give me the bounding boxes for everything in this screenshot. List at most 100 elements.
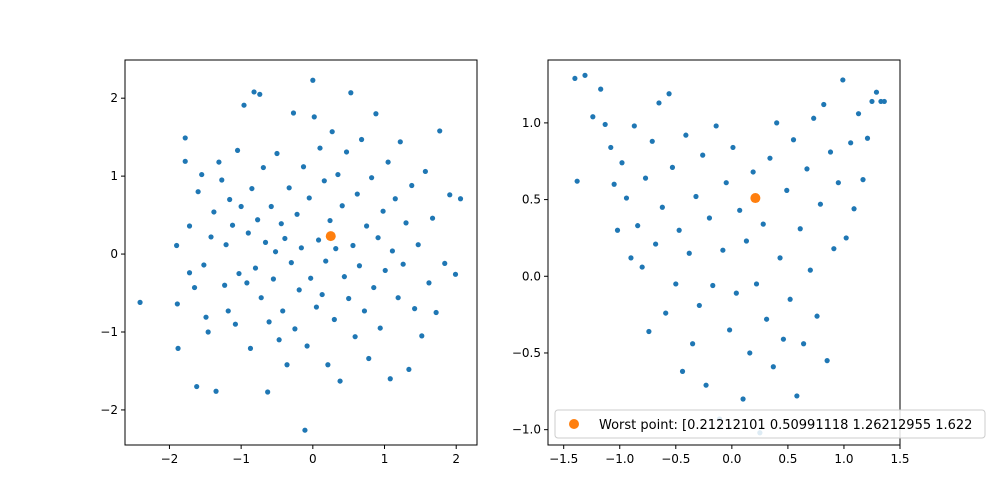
y-tick-label: 0.0 xyxy=(522,269,541,283)
x-tick-label: 0 xyxy=(309,452,317,466)
scatter-point xyxy=(642,175,649,181)
scatter-point xyxy=(422,168,428,175)
scatter-point xyxy=(753,281,760,287)
scatter-point xyxy=(225,308,231,314)
scatter-point xyxy=(186,223,193,229)
scatter-point xyxy=(339,203,345,209)
scatter-point xyxy=(222,282,228,288)
scatter-point xyxy=(790,137,797,143)
scatter-point xyxy=(201,262,207,268)
left-scatter-axes: −2 −1 0 1 2 −2 −1 0 1 2 xyxy=(100,59,478,466)
x-tick-label: −1.0 xyxy=(605,452,634,466)
scatter-point xyxy=(341,274,347,280)
scatter-point xyxy=(840,77,846,83)
scatter-point xyxy=(447,192,453,198)
scatter-point xyxy=(821,101,827,108)
scatter-point xyxy=(706,215,713,221)
scatter-point xyxy=(191,284,198,291)
scatter-point xyxy=(656,100,662,106)
scatter-point xyxy=(740,396,746,402)
scatter-point xyxy=(223,242,229,248)
scatter-point xyxy=(319,291,325,298)
scatter-point xyxy=(195,189,201,195)
scatter-point xyxy=(358,136,365,143)
scatter-point xyxy=(174,301,180,307)
x-tick-label: 0.0 xyxy=(722,452,741,466)
scatter-point xyxy=(419,333,425,339)
scatter-point xyxy=(598,86,604,92)
x-tick-label: 1 xyxy=(381,452,389,466)
scatter-point xyxy=(683,132,689,138)
scatter-point xyxy=(787,296,793,302)
scatter-point xyxy=(572,75,578,82)
scatter-point xyxy=(659,204,665,210)
worst-point-marker xyxy=(750,193,761,204)
scatter-point xyxy=(300,164,307,170)
scatter-point xyxy=(649,138,655,144)
scatter-point xyxy=(760,221,766,227)
scatter-point xyxy=(767,155,773,161)
scatter-point xyxy=(426,280,432,286)
scatter-point xyxy=(356,263,363,269)
scatter-point xyxy=(262,239,269,245)
scatter-point xyxy=(696,302,702,309)
scatter-point xyxy=(623,195,630,201)
scatter-point xyxy=(700,152,706,158)
scatter-point xyxy=(385,159,391,165)
scatter-point xyxy=(737,207,743,213)
scatter-point xyxy=(710,282,716,289)
scatter-point xyxy=(663,310,669,316)
scatter-point xyxy=(777,255,783,261)
scatter-point xyxy=(774,120,780,126)
scatter-point xyxy=(288,260,294,266)
scatter-point xyxy=(290,110,297,116)
scatter-point xyxy=(720,247,726,253)
scatter-point xyxy=(442,260,448,267)
scatter-point xyxy=(873,89,880,95)
scatter-point xyxy=(817,201,824,207)
scatter-point xyxy=(304,343,310,349)
scatter-point xyxy=(337,378,343,384)
scatter-point xyxy=(377,325,383,331)
scatter-point xyxy=(835,180,841,186)
scatter-point xyxy=(208,234,214,240)
scatter-point xyxy=(800,341,807,347)
scatter-point xyxy=(653,241,659,247)
scatter-point xyxy=(348,90,354,96)
scatter-point xyxy=(855,111,862,117)
axes-frame xyxy=(547,59,901,446)
scatter-point xyxy=(881,98,887,105)
scatter-point xyxy=(346,295,352,302)
scatter-point xyxy=(406,366,412,373)
scatter-point xyxy=(227,196,233,203)
scatter-point xyxy=(763,316,770,322)
scatter-point xyxy=(635,223,641,229)
y-tick-label: −2 xyxy=(100,403,118,417)
scatter-point xyxy=(327,217,333,224)
scatter-point xyxy=(213,388,219,394)
scatter-point xyxy=(236,270,242,277)
scatter-point xyxy=(278,221,284,227)
scatter-point xyxy=(317,145,323,151)
scatter-point xyxy=(182,135,188,141)
right-scatter-axes: −1.5 −1.0 −0.5 0.0 0.5 1.0 1.5 −1.0 −0.5 0.0 0.5 1.… xyxy=(512,59,986,466)
scatter-point xyxy=(848,140,854,146)
scatter-point xyxy=(673,281,679,287)
scatter-point xyxy=(851,206,857,212)
scatter-point xyxy=(437,128,443,134)
x-tick-label: −1 xyxy=(232,452,250,466)
scatter-point xyxy=(713,123,719,129)
scatter-point xyxy=(260,164,266,171)
scatter-point xyxy=(205,329,211,335)
x-tick-label: 1.5 xyxy=(890,452,909,466)
scatter-point xyxy=(387,376,393,382)
scatter-point xyxy=(265,389,271,395)
scatter-point xyxy=(306,195,312,201)
scatter-point xyxy=(690,341,696,347)
scatter-point xyxy=(389,248,396,254)
worst-point-marker xyxy=(325,231,336,242)
scatter-point xyxy=(804,166,810,172)
scatter-point xyxy=(608,144,614,151)
scatter-point xyxy=(400,261,406,267)
scatter-point xyxy=(270,276,276,282)
